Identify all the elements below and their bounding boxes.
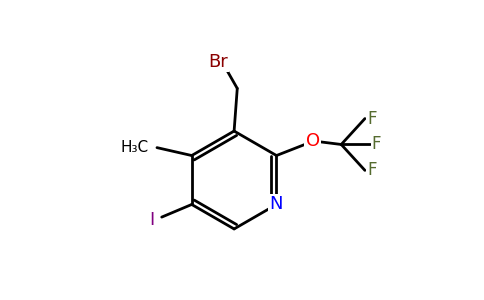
Text: F: F — [367, 110, 377, 128]
Text: N: N — [270, 196, 283, 214]
Text: H₃C: H₃C — [121, 140, 149, 155]
Text: I: I — [150, 211, 155, 229]
Text: F: F — [367, 161, 377, 179]
Text: O: O — [306, 132, 320, 150]
Text: F: F — [372, 136, 381, 154]
Text: Br: Br — [209, 52, 228, 70]
